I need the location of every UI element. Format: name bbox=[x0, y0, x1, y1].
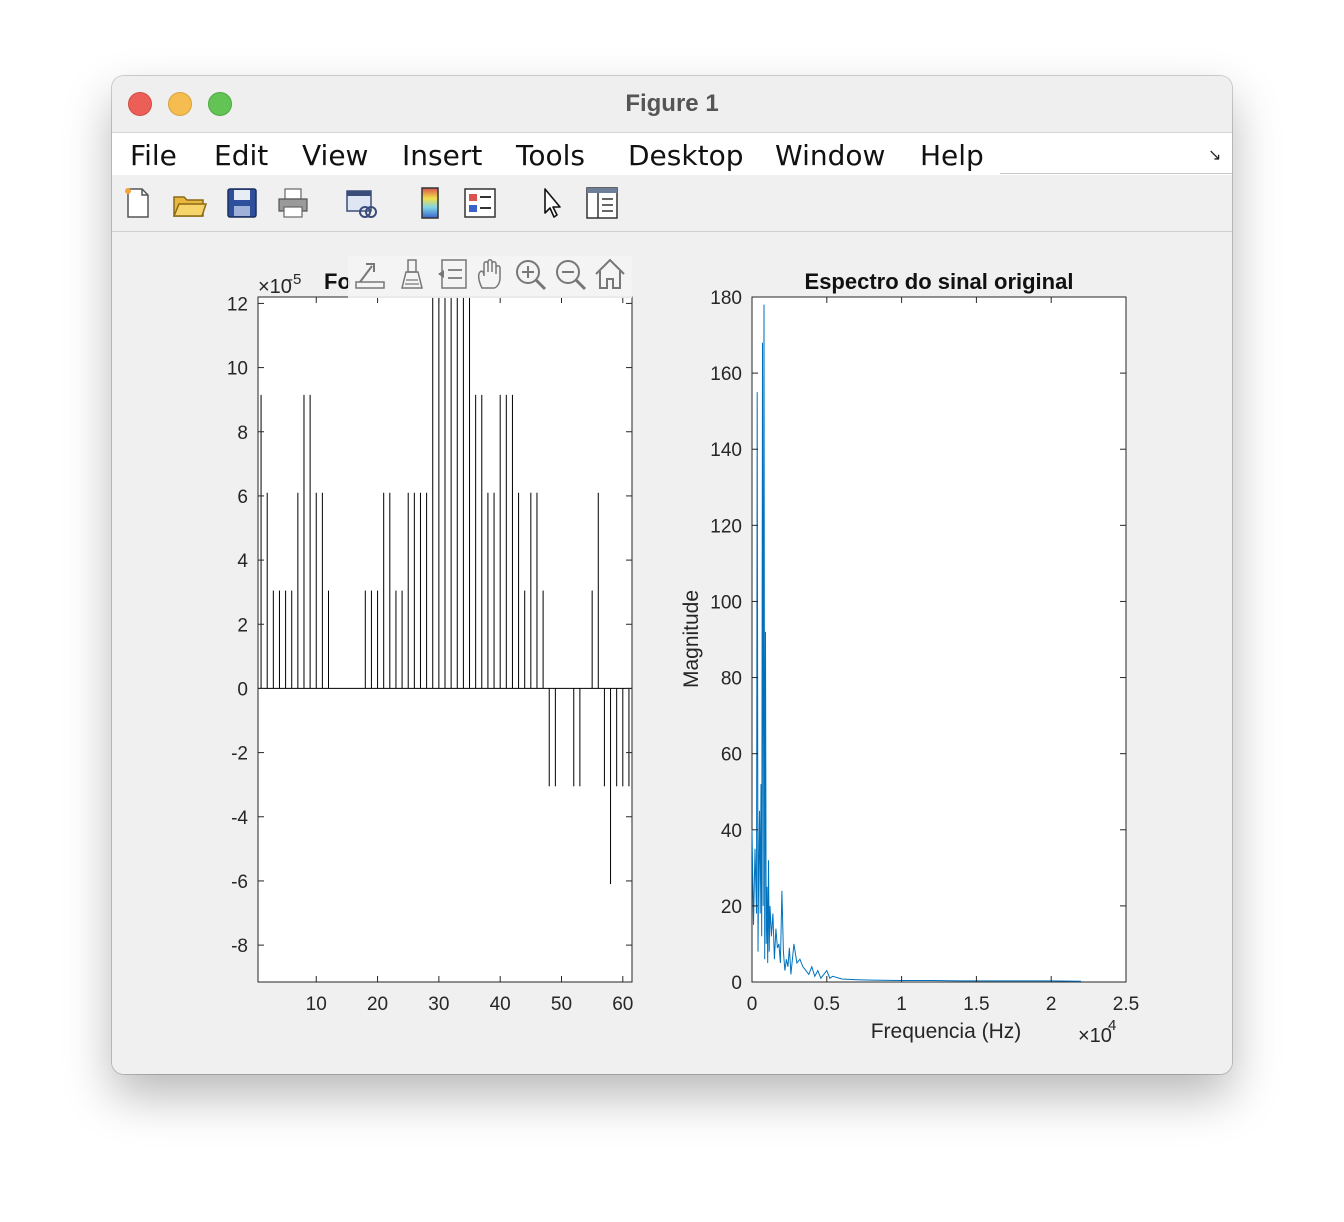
y-tick-label: -4 bbox=[231, 808, 248, 829]
colorbar-icon[interactable] bbox=[412, 185, 448, 221]
axes-toolbar bbox=[348, 256, 632, 298]
y-tick-label: 120 bbox=[710, 516, 742, 537]
left-axes-title: Fo bbox=[324, 269, 351, 294]
menu-file[interactable]: File bbox=[130, 139, 177, 172]
zoom-out-icon[interactable] bbox=[556, 260, 587, 291]
y-tick-label: 180 bbox=[710, 288, 742, 309]
window-title: Figure 1 bbox=[625, 90, 719, 117]
y-tick-label: -2 bbox=[231, 744, 248, 765]
link-plot-icon[interactable] bbox=[343, 185, 379, 221]
x-tick-label: 10 bbox=[306, 994, 327, 1015]
figure-toolbar bbox=[112, 175, 1232, 232]
figure-canvas: 10 20 30 40 50 60 -8 -6 -4 -2 0 2 4 6 8 10 12 ×10 -5 Fo bbox=[112, 232, 1232, 1074]
menu-view[interactable]: View bbox=[302, 139, 369, 172]
print-icon[interactable] bbox=[275, 185, 311, 221]
menu-insert[interactable]: Insert bbox=[402, 139, 483, 172]
x-tick-label: 60 bbox=[612, 994, 633, 1015]
save-icon[interactable] bbox=[224, 185, 260, 221]
brush-icon[interactable] bbox=[401, 259, 423, 289]
axes-toolbar-bg bbox=[348, 256, 632, 298]
right-exponent-power: 4 bbox=[1108, 1017, 1116, 1034]
y-tick-label: 12 bbox=[227, 294, 248, 315]
home-icon[interactable] bbox=[595, 258, 625, 289]
title-bar: Figure 1 bbox=[112, 76, 1232, 132]
menu-bar: File Edit View Insert Tools Desktop Wind… bbox=[112, 132, 1232, 175]
menu-desktop[interactable]: Desktop bbox=[628, 139, 744, 172]
x-tick-label: 50 bbox=[551, 994, 572, 1015]
open-file-icon[interactable] bbox=[171, 185, 207, 221]
y-tick-label: 160 bbox=[710, 364, 742, 385]
x-tick-label: 2.5 bbox=[1113, 994, 1139, 1015]
y-tick-label: -8 bbox=[231, 936, 248, 957]
right-xlabel: Frequencia (Hz) bbox=[871, 1020, 1022, 1043]
y-tick-label: 2 bbox=[237, 615, 248, 636]
menu-edit[interactable]: Edit bbox=[214, 139, 269, 172]
minimize-button[interactable] bbox=[168, 92, 192, 116]
menu-tools[interactable]: Tools bbox=[516, 139, 585, 172]
property-inspector-icon[interactable] bbox=[584, 185, 620, 221]
menu-divider bbox=[1000, 173, 1232, 174]
close-button[interactable] bbox=[128, 92, 152, 116]
y-tick-label: 6 bbox=[237, 487, 248, 508]
edit-plot-icon[interactable] bbox=[534, 185, 570, 221]
right-axes-title: Espectro do sinal original bbox=[805, 269, 1074, 294]
right-ylabel: Magnitude bbox=[680, 590, 703, 688]
y-tick-label: 4 bbox=[237, 551, 248, 572]
spectrum-series-line bbox=[751, 304, 1082, 982]
y-tick-label: 0 bbox=[237, 679, 248, 700]
x-tick-label: 0.5 bbox=[814, 994, 840, 1015]
dock-arrow-icon[interactable]: ↘ bbox=[1208, 147, 1222, 164]
export-icon[interactable] bbox=[355, 263, 385, 289]
x-tick-label: 30 bbox=[428, 994, 449, 1015]
left-ticks-group bbox=[258, 297, 632, 982]
right-exponent-base: ×10 bbox=[1078, 1025, 1112, 1047]
x-tick-label: 40 bbox=[490, 994, 511, 1015]
x-tick-label: 0 bbox=[747, 994, 758, 1015]
x-tick-label: 1 bbox=[896, 994, 907, 1015]
datatips-icon[interactable] bbox=[438, 259, 467, 289]
new-figure-icon[interactable] bbox=[120, 185, 156, 221]
y-tick-label: 60 bbox=[721, 745, 742, 766]
x-tick-label: 1.5 bbox=[963, 994, 989, 1015]
zoom-button[interactable] bbox=[208, 92, 232, 116]
x-tick-label: 20 bbox=[367, 994, 388, 1015]
y-tick-label: 40 bbox=[721, 821, 742, 842]
menu-help[interactable]: Help bbox=[920, 139, 984, 172]
zoom-in-icon[interactable] bbox=[516, 260, 547, 291]
right-tick-labels-group: 0 0.5 1 1.5 2 2.5 0 20 40 60 80 100 120 140 160 180 bbox=[710, 288, 1139, 1015]
menu-window[interactable]: Window bbox=[775, 139, 886, 172]
figure-window: Figure 1 File Edit View Insert Tools Des… bbox=[112, 76, 1232, 1074]
right-ticks-group bbox=[751, 296, 1127, 983]
y-tick-label: 8 bbox=[237, 423, 248, 444]
left-stems-group bbox=[260, 297, 630, 885]
pan-icon[interactable] bbox=[477, 259, 501, 289]
y-tick-label: 10 bbox=[227, 359, 248, 380]
left-exponent-base: ×10 bbox=[258, 276, 292, 298]
right-axes-box bbox=[751, 296, 1127, 983]
left-axes[interactable]: 10 20 30 40 50 60 -8 -6 -4 -2 0 2 4 6 8 10 12 ×10 -5 Fo bbox=[227, 269, 634, 1015]
y-tick-label: 140 bbox=[710, 440, 742, 461]
y-tick-label: 100 bbox=[710, 592, 742, 613]
y-tick-label: 80 bbox=[721, 669, 742, 690]
x-tick-label: 2 bbox=[1046, 994, 1057, 1015]
y-tick-label: 0 bbox=[731, 973, 742, 994]
legend-icon[interactable] bbox=[462, 185, 498, 221]
left-tick-labels-group: 10 20 30 40 50 60 -8 -6 -4 -2 0 2 4 6 8 10 12 bbox=[227, 294, 634, 1015]
y-tick-label: 20 bbox=[721, 897, 742, 918]
right-axes[interactable]: 0 0.5 1 1.5 2 2.5 0 20 40 60 80 100 120 140 160 180 Esp… bbox=[680, 269, 1139, 1047]
y-tick-label: -6 bbox=[231, 872, 248, 893]
left-exponent-power: -5 bbox=[288, 271, 301, 288]
